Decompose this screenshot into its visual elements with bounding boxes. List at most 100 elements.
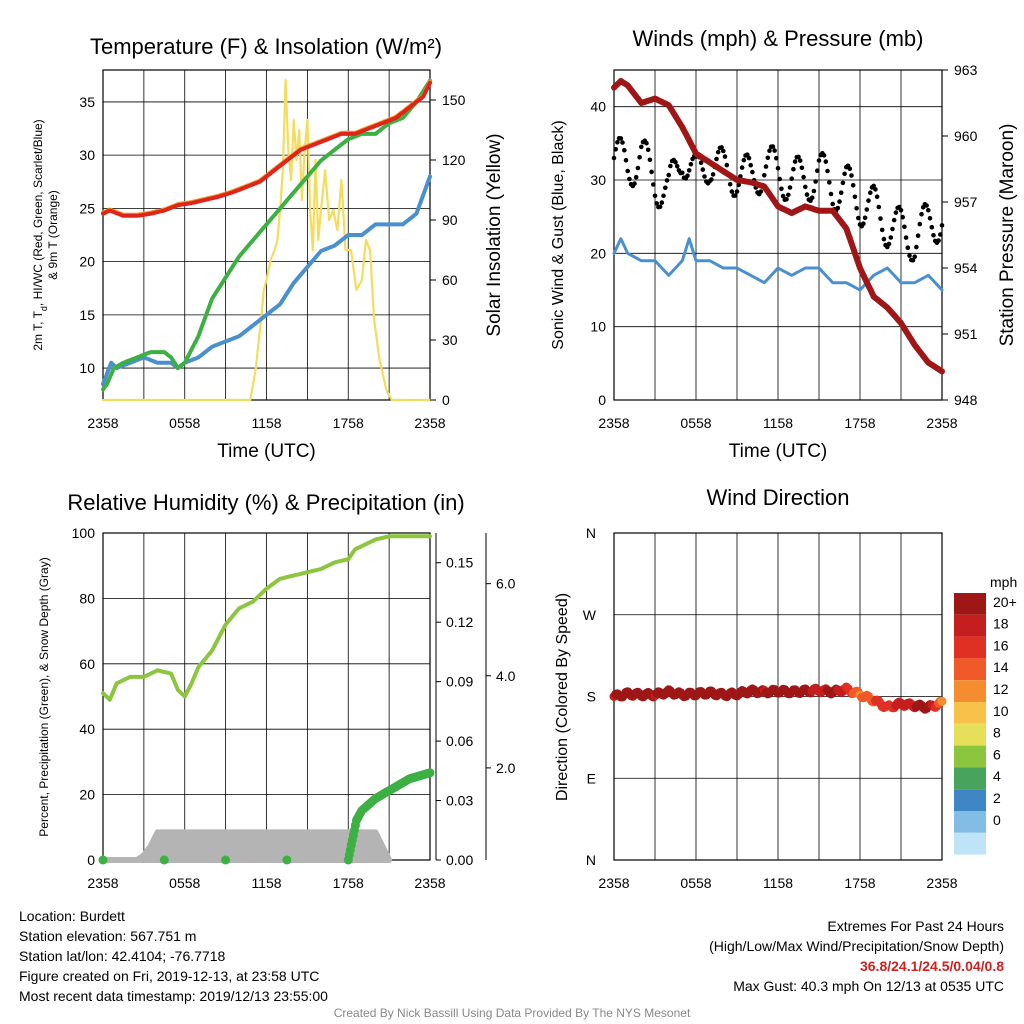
gust-point [663,185,668,191]
y2-tick-label: 957 [954,194,978,210]
gust-point [770,144,776,149]
gust-point [871,183,876,189]
colorbar-swatch [954,702,986,724]
x-tick-label: 1758 [844,875,875,891]
y2-tick-label: 0.06 [446,733,473,749]
gust-point [762,173,767,178]
y-tick-label: 100 [72,525,96,541]
gust-point [721,148,726,154]
y-tick-label: N [586,525,596,541]
y-tick-label: 30 [590,172,606,188]
x-tick-label: 2358 [414,415,445,431]
y-tick-label: 40 [590,99,606,115]
winds-pressure-panel: 2358 0558 1158 1758 2358 Winds (mph) & Pressu… [550,26,1018,462]
y-tick-label: S [587,689,596,705]
gust-point [745,152,750,157]
gust-point [685,173,690,178]
gust-point [748,162,753,168]
gust-point [729,189,735,194]
gust-point [890,226,895,232]
gust-point [939,223,945,228]
station-info: Location: Burdett Station elevation: 567… [19,906,328,1006]
colorbar-swatch [954,767,986,790]
gust-point [912,254,917,259]
gust-point [914,244,919,250]
gust-point [825,168,830,174]
x-tick-label: 2358 [87,875,118,891]
precip-point [282,855,292,865]
gust-point [796,154,801,160]
colorbar-swatch [954,593,986,615]
colorbar-swatch [954,680,986,702]
gust-point [702,174,707,179]
y3-tick-label: 6.0 [496,576,516,592]
x-tick-label: 1158 [251,415,281,431]
x-tick-label: 1158 [251,875,281,891]
y3-tick-label: 4.0 [496,668,516,684]
extremes-values: 36.8/24.1/24.5/0.04/0.8 [859,958,1004,974]
x-tick-label: 2358 [598,875,629,891]
gust-point [625,168,630,174]
rh-line [101,534,432,702]
gust-point [647,157,653,163]
station-latlon: Station lat/lon: 42.4104; -76.7718 [19,948,226,964]
gust-point [876,204,882,210]
gust-point [804,192,810,197]
temperature-panel: 2358 0558 1158 1758 2358 Temperature (F) & In… [31,34,505,462]
extremes-info: Extremes For Past 24 Hours (High/Low/Max… [709,916,1004,996]
gust-point [900,214,905,220]
y-tick-label: 10 [79,360,95,376]
extremes-subtitle: (High/Low/Max Wind/Precipitation/Snow De… [709,938,1004,954]
gust-point [792,159,798,164]
y-tick-label: E [587,770,596,786]
gust-point [856,215,861,221]
y2-tick-label: 0.00 [446,852,473,868]
gust-point [873,187,878,192]
colorbar-swatch [954,789,986,811]
colorbar-label: 8 [993,725,1001,741]
colorbar-label: 10 [993,703,1009,719]
gust-point [775,165,781,171]
y-tick-label: 30 [79,147,95,163]
x-axis-label: Time (UTC) [217,441,316,462]
precip-point [98,855,108,865]
gust-point [700,167,706,172]
gust-point [898,207,904,213]
gust-point [657,204,663,210]
gust-point [746,155,752,161]
y-axis-label: Percent, Precipitation (Green), & Snow D… [37,557,51,836]
gust-point [811,188,817,194]
series-line-blue [101,174,432,386]
gust-point [666,172,671,178]
gust-point [649,169,654,175]
gust-point [758,189,764,194]
gust-point [881,236,887,242]
series-line-yellow [101,78,432,402]
y2-tick-label: 0 [442,392,450,408]
y-tick-label: 0 [598,392,606,408]
credit-line: Created By Nick Bassill Using Data Provi… [333,1006,691,1020]
y-tick-label: 15 [79,307,95,323]
gust-point [879,227,885,233]
chart-title: Relative Humidity (%) & Precipitation (i… [67,490,464,515]
gust-point [926,207,931,213]
colorbar-swatch [954,832,986,855]
gust-point [907,253,912,258]
precip-point [425,768,435,778]
y2-tick-label: 60 [442,272,458,288]
x-tick-label: 0558 [169,875,200,891]
y-tick-label: 20 [79,254,95,270]
x-tick-label: 1158 [763,415,793,431]
recent-timestamp: Most recent data timestamp: 2019/12/13 2… [19,988,328,1004]
gust-point [688,161,694,167]
gust-point [686,168,692,173]
y2-tick-label: 0.03 [446,793,473,809]
gust-point [627,176,632,182]
station-location: Location: Burdett [19,908,125,924]
gust-point [664,178,670,183]
gust-point [828,191,834,197]
x-tick-label: 2358 [926,875,957,891]
gust-point [767,148,772,153]
y2-tick-label: 90 [442,212,458,228]
y2-tick-label: 963 [954,62,978,78]
